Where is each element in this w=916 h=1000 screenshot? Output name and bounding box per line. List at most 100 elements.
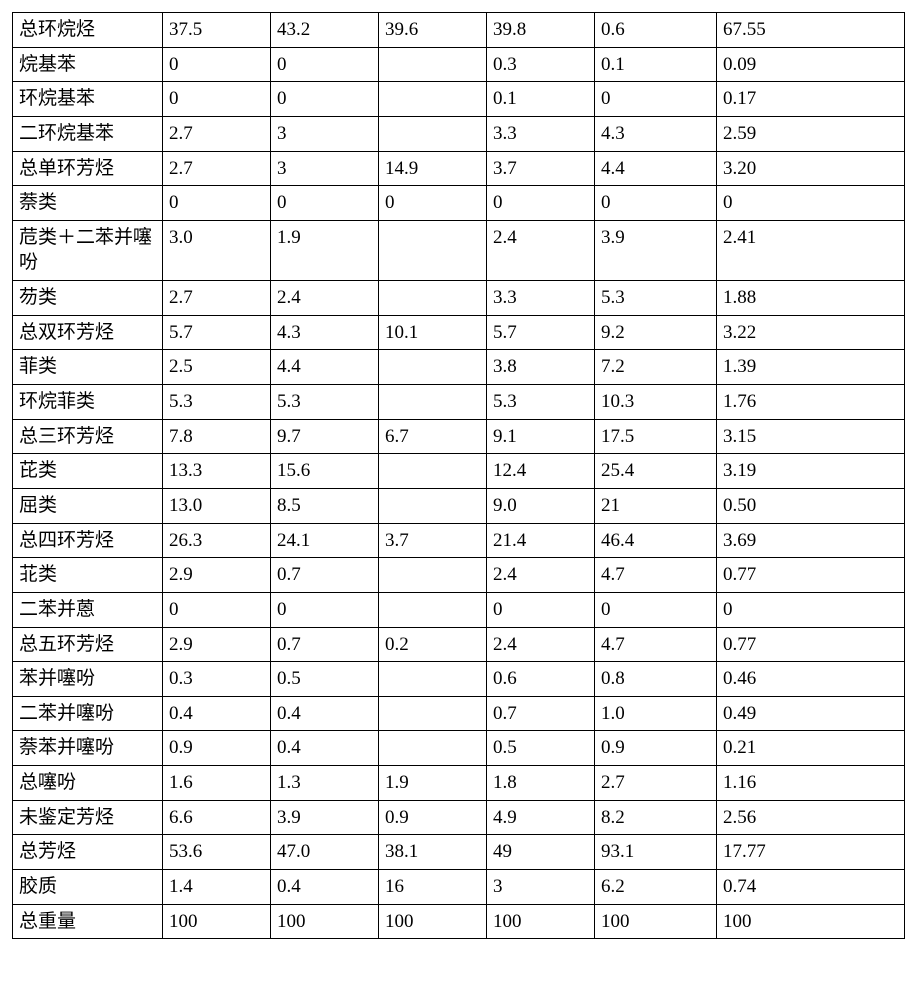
- table-row: 萘类000000: [13, 186, 905, 221]
- value-cell: 3.3: [487, 281, 595, 316]
- value-cell: 39.6: [379, 13, 487, 48]
- value-cell: 47.0: [271, 835, 379, 870]
- table-row: 总芳烃53.647.038.14993.117.77: [13, 835, 905, 870]
- value-cell: [379, 731, 487, 766]
- table-row: 二环烷基苯2.733.34.32.59: [13, 116, 905, 151]
- value-cell: 8.2: [595, 800, 717, 835]
- value-cell: 0.17: [717, 82, 905, 117]
- value-cell: 9.1: [487, 419, 595, 454]
- value-cell: 4.3: [595, 116, 717, 151]
- table-row: 菲类2.54.43.87.21.39: [13, 350, 905, 385]
- value-cell: 67.55: [717, 13, 905, 48]
- value-cell: 1.76: [717, 385, 905, 420]
- value-cell: 0: [163, 186, 271, 221]
- row-label-cell: 胶质: [13, 870, 163, 905]
- value-cell: 39.8: [487, 13, 595, 48]
- value-cell: 2.59: [717, 116, 905, 151]
- value-cell: 21.4: [487, 523, 595, 558]
- value-cell: 0.9: [379, 800, 487, 835]
- value-cell: 0.50: [717, 488, 905, 523]
- table-row: 二苯并蒽00000: [13, 592, 905, 627]
- composition-table: 总环烷烃37.543.239.639.80.667.55烷基苯000.30.10…: [12, 12, 905, 939]
- value-cell: 0.7: [271, 558, 379, 593]
- value-cell: 100: [271, 904, 379, 939]
- value-cell: [379, 47, 487, 82]
- row-label-cell: 总芳烃: [13, 835, 163, 870]
- value-cell: 5.7: [487, 315, 595, 350]
- value-cell: 0.8: [595, 662, 717, 697]
- row-label-cell: 环烷菲类: [13, 385, 163, 420]
- value-cell: [379, 592, 487, 627]
- value-cell: 3.20: [717, 151, 905, 186]
- value-cell: 3.9: [271, 800, 379, 835]
- row-label-cell: 总四环芳烃: [13, 523, 163, 558]
- value-cell: [379, 281, 487, 316]
- table-row: 屈类13.08.59.0210.50: [13, 488, 905, 523]
- value-cell: 46.4: [595, 523, 717, 558]
- value-cell: 0: [487, 186, 595, 221]
- value-cell: 53.6: [163, 835, 271, 870]
- table-row: 烷基苯000.30.10.09: [13, 47, 905, 82]
- value-cell: 13.0: [163, 488, 271, 523]
- value-cell: 26.3: [163, 523, 271, 558]
- table-row: 总噻吩1.61.31.91.82.71.16: [13, 766, 905, 801]
- value-cell: 4.7: [595, 558, 717, 593]
- table-row: 未鉴定芳烃6.63.90.94.98.22.56: [13, 800, 905, 835]
- value-cell: 2.9: [163, 627, 271, 662]
- value-cell: 7.8: [163, 419, 271, 454]
- value-cell: 16: [379, 870, 487, 905]
- value-cell: 0.3: [163, 662, 271, 697]
- value-cell: 2.4: [487, 558, 595, 593]
- row-label-cell: 萘类: [13, 186, 163, 221]
- value-cell: 0: [595, 592, 717, 627]
- value-cell: 100: [163, 904, 271, 939]
- value-cell: 3.19: [717, 454, 905, 489]
- value-cell: 0.74: [717, 870, 905, 905]
- table-row: 总四环芳烃26.324.13.721.446.43.69: [13, 523, 905, 558]
- value-cell: 0: [595, 82, 717, 117]
- value-cell: 2.7: [163, 281, 271, 316]
- value-cell: [379, 116, 487, 151]
- row-label-cell: 苊类＋二苯并噻吩: [13, 220, 163, 280]
- value-cell: 0: [271, 592, 379, 627]
- value-cell: 1.9: [271, 220, 379, 280]
- value-cell: 8.5: [271, 488, 379, 523]
- value-cell: 2.4: [487, 220, 595, 280]
- table-row: 芴类2.72.43.35.31.88: [13, 281, 905, 316]
- value-cell: 0.4: [163, 696, 271, 731]
- value-cell: [379, 385, 487, 420]
- value-cell: 2.7: [163, 116, 271, 151]
- table-row: 二苯并噻吩0.40.40.71.00.49: [13, 696, 905, 731]
- row-label-cell: 二苯并蒽: [13, 592, 163, 627]
- value-cell: 0: [271, 47, 379, 82]
- value-cell: 0: [163, 592, 271, 627]
- row-label-cell: 屈类: [13, 488, 163, 523]
- value-cell: 1.4: [163, 870, 271, 905]
- value-cell: 0: [717, 186, 905, 221]
- value-cell: [379, 662, 487, 697]
- table-row: 总三环芳烃7.89.76.79.117.53.15: [13, 419, 905, 454]
- table-row: 萘苯并噻吩0.90.40.50.90.21: [13, 731, 905, 766]
- value-cell: 4.9: [487, 800, 595, 835]
- row-label-cell: 二苯并噻吩: [13, 696, 163, 731]
- value-cell: 0: [271, 82, 379, 117]
- value-cell: 0.46: [717, 662, 905, 697]
- value-cell: 1.8: [487, 766, 595, 801]
- value-cell: 0.4: [271, 696, 379, 731]
- value-cell: 5.3: [163, 385, 271, 420]
- value-cell: 43.2: [271, 13, 379, 48]
- value-cell: 0.49: [717, 696, 905, 731]
- value-cell: 0.77: [717, 627, 905, 662]
- value-cell: 5.3: [595, 281, 717, 316]
- value-cell: 0: [163, 82, 271, 117]
- value-cell: 0.21: [717, 731, 905, 766]
- value-cell: 3.3: [487, 116, 595, 151]
- value-cell: 2.5: [163, 350, 271, 385]
- table-row: 芘类13.315.612.425.43.19: [13, 454, 905, 489]
- value-cell: 6.6: [163, 800, 271, 835]
- value-cell: 17.5: [595, 419, 717, 454]
- value-cell: 1.6: [163, 766, 271, 801]
- value-cell: 1.39: [717, 350, 905, 385]
- value-cell: [379, 220, 487, 280]
- value-cell: 9.0: [487, 488, 595, 523]
